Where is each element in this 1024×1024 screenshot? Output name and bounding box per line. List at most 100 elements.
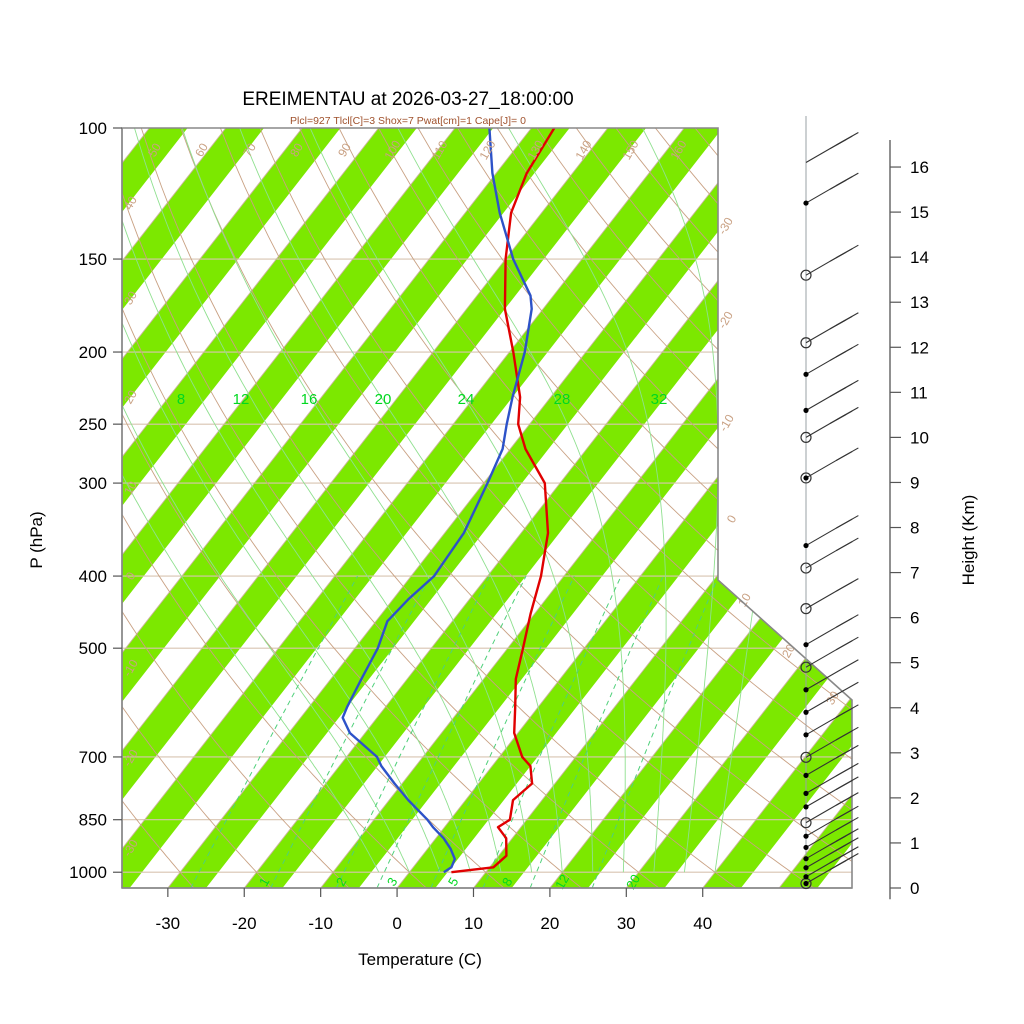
barb-flag [829,835,847,846]
barb-flag [835,707,853,718]
level-circle [800,431,812,443]
barb-flag [829,387,847,397]
wind-barb [805,132,859,164]
pressure-axis: 100 150 200 250 300 400 500 700 850 1000 [69,119,123,888]
dry-adiabat-label: 40 [121,193,140,212]
y-axis-tick-label: 200 [79,343,107,362]
height-axis-label: Height (Km) [959,495,978,586]
moist-adiabats [122,128,786,873]
barb-flag [829,251,847,262]
wind-barb [803,515,859,549]
height-axis-tick-label: 4 [910,699,919,718]
wind-barb [803,837,859,871]
dewpoint-profile [341,128,533,874]
level-dot [803,687,809,693]
level-dot [803,709,809,715]
mixing-ratio-label: 12 [552,872,572,892]
isotherm-band [549,128,852,888]
wind-barb [803,343,859,377]
wind-barb [803,776,859,810]
height-axis-tick-label: 1 [910,834,919,853]
indices-subtitle: Plcl=927 Tlcl[C]=3 Shox=7 Pwat[cm]=1 Cap… [290,115,526,127]
x-axis-tick-label: 0 [392,914,401,933]
level-dot [803,200,809,206]
wind-barb [800,312,859,349]
height-axis-tick-label: 16 [910,158,929,177]
wind-barb [800,636,859,673]
y-axis-tick-label: 1000 [69,863,107,882]
dry-adiabat-line [457,128,852,888]
dry-adiabat-label: 50 [145,140,164,159]
x-axis-tick-label: -20 [232,914,257,933]
barb-flag [829,139,847,150]
dry-adiabat-line [259,128,852,888]
barb-flag [829,414,847,425]
height-axis-tick-label: 14 [910,248,929,267]
dry-adiabat-line [180,128,815,888]
isotherm-band [122,128,341,888]
dry-adiabat-line [417,128,852,888]
isotherm-line [167,128,762,888]
barb-flag [835,809,853,820]
wind-barb [803,744,859,778]
dry-adiabat-label: 60 [192,140,211,159]
dry-adiabat-line [140,128,737,888]
isotherm-line [396,128,852,888]
dry-adiabat-line [299,128,852,888]
barb-staff [805,690,843,713]
level-dot [803,880,809,887]
barb-flag [835,640,853,651]
height-axis-tick-label: 6 [910,609,919,628]
mixing-ratio-line [482,575,622,888]
moist-adiabat-line [134,128,502,873]
isotherm-band [626,128,852,888]
mixing-ratio-line [376,575,527,888]
level-dot [803,856,809,862]
wind-barb [800,447,859,484]
barb-flag [835,617,853,628]
isotherm-grid [122,128,852,888]
level-dot [803,542,809,549]
mixing-ratio-lines [190,575,719,888]
height-axis-tick-label: 3 [910,744,919,763]
isotherm-bands [122,128,852,888]
isotherm-band [122,128,570,888]
moist-adiabat-line [181,128,533,873]
moist-adiabat-label: 24 [458,391,475,408]
y-axis-tick-label: 250 [79,415,107,434]
isotherm-label: 10 [735,590,754,609]
level-dot [803,790,809,796]
dry-adiabat-label: 20 [121,387,140,406]
moist-adiabat-label: 28 [554,391,571,408]
dry-adiabat-line [122,128,427,888]
mixing-ratio-line [529,575,664,888]
level-circle [800,603,812,615]
x-axis-label: Temperature (C) [358,950,482,969]
moist-adiabat-label: 8 [177,391,185,408]
moist-adiabat-label: 32 [651,391,668,408]
moist-adiabat-line [309,128,594,873]
page-title: EREIMENTAU at 2026-03-27_18:00:00 [242,89,573,110]
height-axis-tick-label: 12 [910,338,929,357]
level-dot [803,844,809,851]
isotherm-line [702,128,852,888]
barb-flag [835,518,853,529]
dry-adiabat-line [338,128,852,888]
dry-adiabat-line [122,128,505,888]
moist-adiabat-line [122,128,441,873]
dry-adiabat-label: 90 [335,140,354,159]
barb-flag [835,766,853,777]
isotherm-band [122,128,647,888]
wind-barb [803,828,859,862]
dry-adiabat-label: 70 [240,140,259,159]
level-circle [800,661,812,673]
barb-flag [835,541,853,552]
isotherm-line [122,128,685,888]
height-axis-tick-label: 11 [910,383,928,402]
isotherm-label: 20 [779,641,798,660]
dry-adiabat-line [219,128,852,888]
x-axis-tick-label: -10 [308,914,333,933]
wind-barb [800,726,859,763]
level-dot [803,732,809,738]
